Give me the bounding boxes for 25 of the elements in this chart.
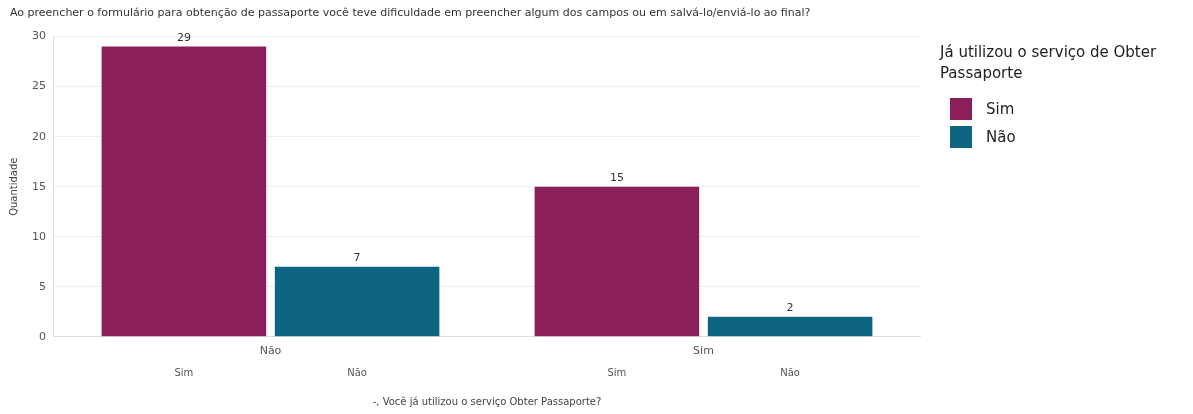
text: Não [780, 367, 800, 379]
bar [707, 316, 873, 337]
data-label: 2 [786, 301, 794, 315]
data-label: 15 [609, 171, 624, 185]
legend-label: Não [986, 128, 1016, 146]
bar [534, 186, 700, 337]
y-tick-label: 15 [32, 179, 46, 193]
y-tick-label: 5 [39, 279, 46, 293]
data-label: 29 [176, 30, 191, 44]
y-axis-title: Quantidade [7, 157, 19, 216]
text: Não [347, 367, 367, 379]
y-tick-label: 25 [32, 79, 46, 93]
text: Sim [174, 367, 194, 379]
bar [101, 46, 267, 337]
y-tick-label: 30 [32, 29, 46, 43]
data-label: 7 [353, 251, 361, 265]
bar [274, 266, 440, 337]
legend-label: Sim [986, 100, 1015, 118]
y-tick-label: 10 [32, 229, 46, 243]
y-tick-label: 20 [32, 129, 46, 143]
text: Sim [607, 367, 627, 379]
chart-title: Ao preencher o formulário para obtenção de passaporte você teve dificuldade em preencher algum dos campos ou em salvá-lo/enviá-lo ao final? [9, 5, 812, 21]
legend-title: Já utilizou o serviço de Obter Passaporte [940, 42, 1158, 84]
x-axis-title: -, Você já utilizou o serviço Obter Passaporte? [372, 395, 602, 407]
y-tick-label: 0 [39, 329, 46, 343]
